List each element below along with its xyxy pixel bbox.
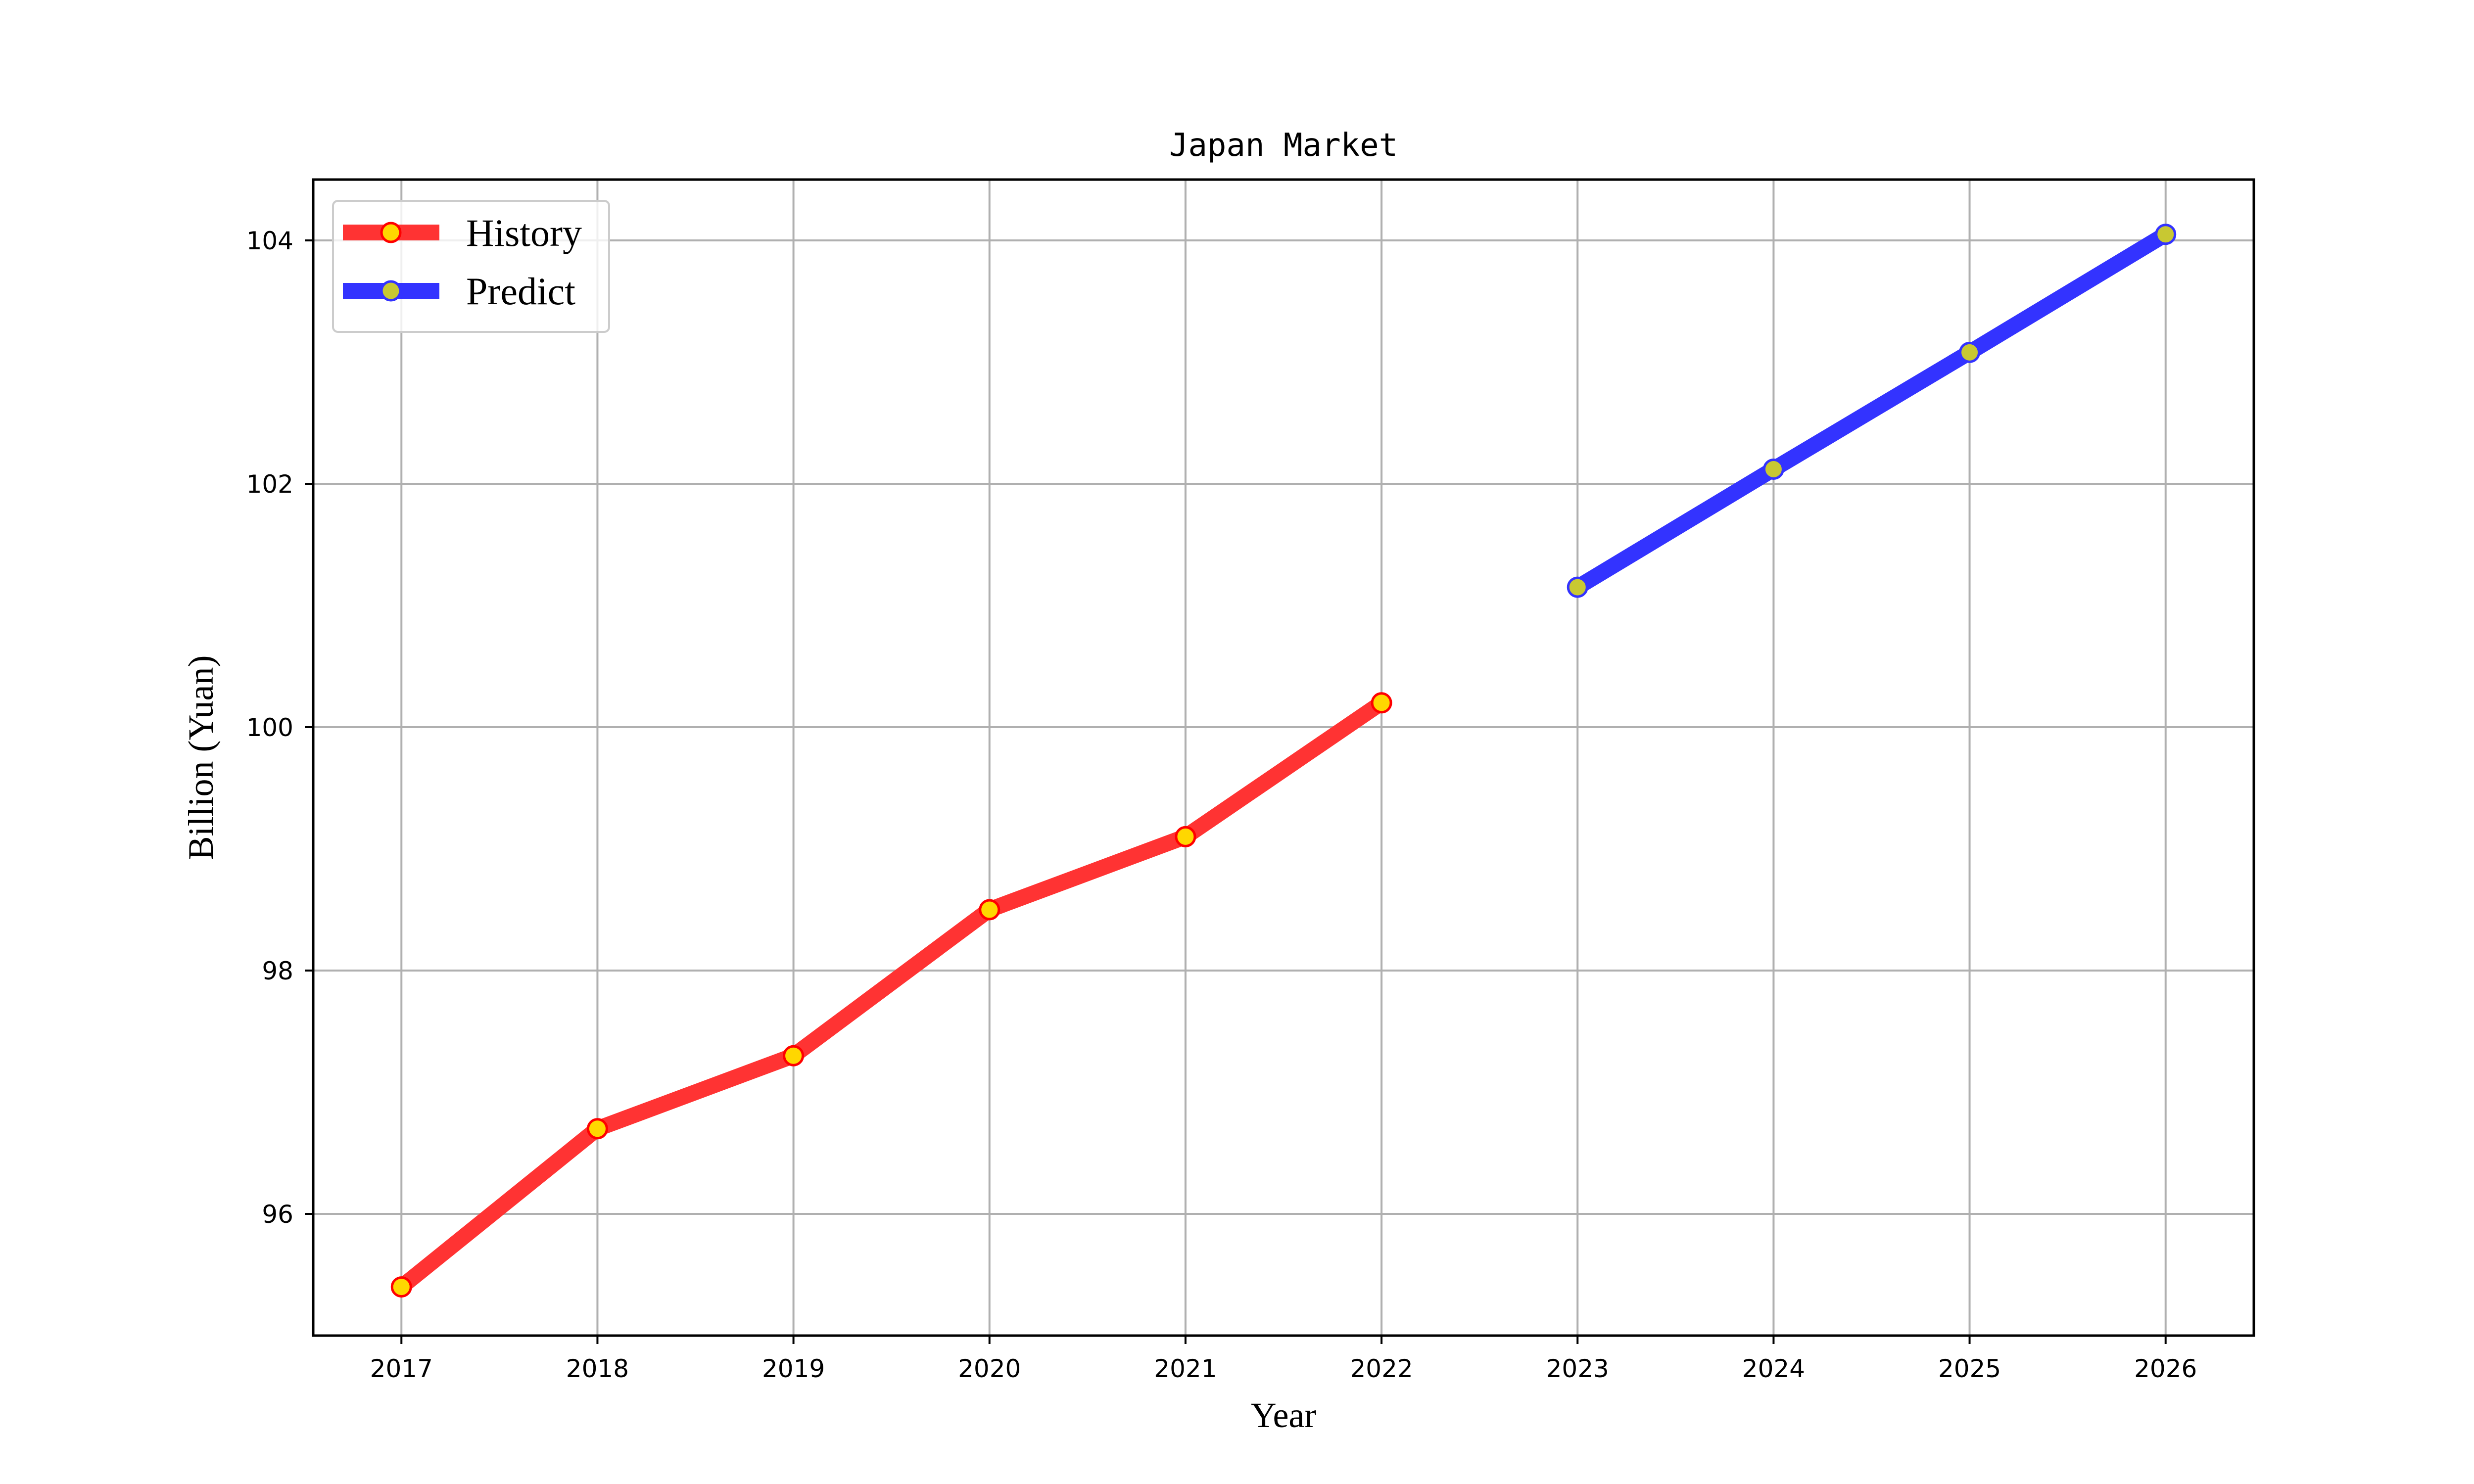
legend-item-predict: Predict [343,270,575,313]
legend-marker [380,222,402,243]
grid [313,180,2254,1336]
legend-marker [380,280,402,302]
legend-item-history: History [343,211,582,254]
x-tick-label: 2020 [958,1354,1021,1383]
series-line [396,696,1386,1294]
chart-title: Japan Market [1169,127,1398,164]
y-tick-label: 104 [246,227,293,255]
data-point [586,1118,608,1140]
data-point [1762,458,1784,480]
data-point [1567,576,1588,598]
y-tick-label: 102 [246,470,293,499]
legend-label: Predict [466,270,575,313]
plot-frame [312,178,2255,1337]
legend: History Predict [332,200,610,333]
series-predict [1567,224,2177,598]
data-point [783,1045,805,1067]
series-line [1573,227,2170,594]
data-point [1371,692,1392,714]
x-tick-label: 2026 [2134,1354,2197,1383]
x-tick-label: 2023 [1546,1354,1609,1383]
x-tick-label: 2021 [1154,1354,1217,1383]
y-axis-label: Billion (Yuan) [181,655,221,860]
data-point [1959,341,1981,363]
legend-label: History [466,211,582,254]
axis-ticks: 2017 2018 2019 2020 2021 2022 2023 2024 2025 2026… [246,227,2197,1383]
x-tick-label: 2025 [1938,1354,2001,1383]
x-tick-label: 2017 [370,1354,433,1383]
y-tick-label: 96 [262,1200,293,1229]
data-point [2155,224,2177,245]
x-tick-label: 2024 [1742,1354,1805,1383]
x-tick-label: 2022 [1350,1354,1413,1383]
y-tick-label: 98 [262,957,293,985]
x-tick-label: 2019 [762,1354,825,1383]
series [390,224,2177,1298]
data-point [1175,826,1196,847]
series-history [390,692,1392,1298]
data-point [979,899,1000,921]
x-axis-label: Year [1251,1395,1317,1435]
y-tick-label: 100 [246,713,293,742]
data-point [390,1276,412,1298]
x-tick-label: 2018 [566,1354,629,1383]
